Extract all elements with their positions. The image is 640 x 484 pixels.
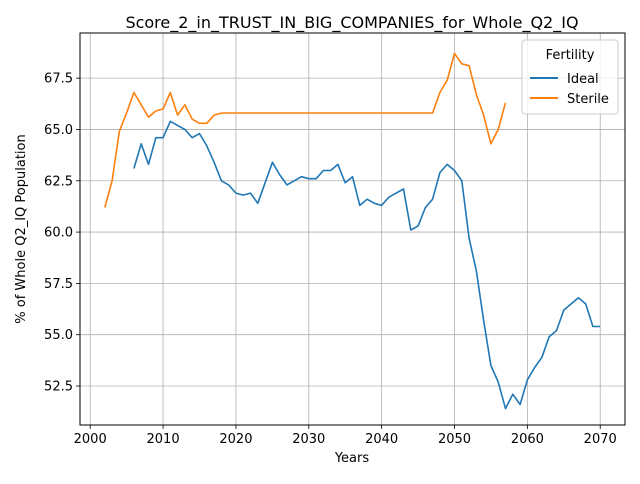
x-tick-label: 2040 <box>365 432 398 447</box>
x-axis-label: Years <box>334 451 370 466</box>
y-tick-label: 55.0 <box>44 328 73 343</box>
legend-box <box>521 39 619 115</box>
x-tick-label: 2070 <box>584 432 617 447</box>
legend-label-ideal: Ideal <box>567 72 599 87</box>
y-tick-label: 60.0 <box>44 226 73 241</box>
chart-title: Score_2_in_TRUST_IN_BIG_COMPANIES_for_Wh… <box>125 13 578 33</box>
x-tick-label: 2010 <box>147 432 180 447</box>
axis-ticks: 2000 2010 2020 2030 2040 2050 2060 2070 52.5 55.0… <box>44 72 617 447</box>
legend-label-sterile: Sterile <box>567 92 609 107</box>
y-tick-label: 57.5 <box>44 277 73 292</box>
series-lines <box>104 52 601 410</box>
x-tick-label: 2060 <box>511 432 544 447</box>
legend-title: Fertility <box>546 48 595 63</box>
x-tick-label: 2020 <box>219 432 252 447</box>
y-tick-label: 52.5 <box>44 380 73 395</box>
legend: Fertility Ideal Sterile <box>521 39 619 115</box>
y-tick-label: 67.5 <box>44 72 73 87</box>
y-tick-label: 65.0 <box>44 123 73 138</box>
x-tick-label: 2030 <box>292 432 325 447</box>
x-tick-label: 2050 <box>438 432 471 447</box>
series-line-ideal <box>133 120 601 410</box>
plot-area-frame <box>79 32 626 426</box>
x-tick-label: 2000 <box>74 432 107 447</box>
y-tick-label: 62.5 <box>44 174 73 189</box>
y-axis-label: % of Whole Q2_IQ Population <box>14 134 29 323</box>
series-line-sterile <box>104 52 507 208</box>
